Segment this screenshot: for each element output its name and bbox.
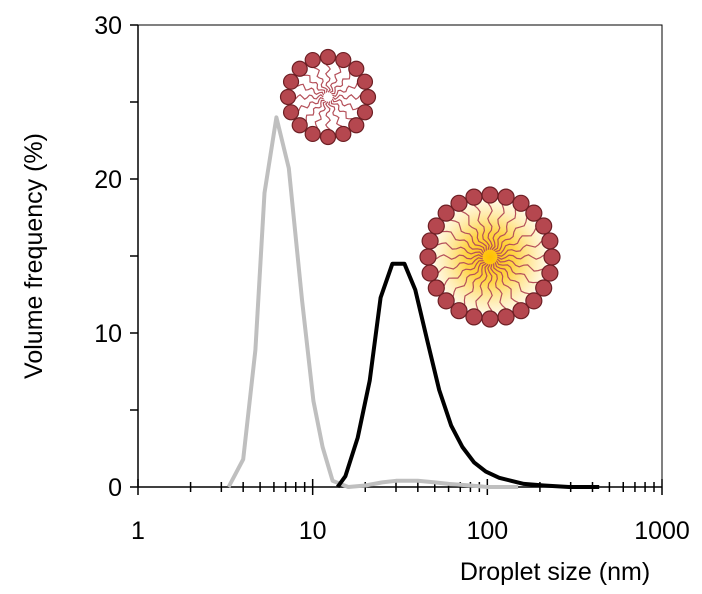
micelle-illustrations [279, 48, 561, 328]
surfactant-head [421, 232, 439, 250]
surfactant-head [348, 117, 365, 134]
surfactant-tail [490, 264, 507, 310]
surfactant-tail [435, 254, 483, 260]
surfactant-tail [331, 72, 351, 95]
surfactant-tail [497, 240, 543, 257]
surfactant-tail [494, 262, 530, 295]
y-tick-label: 0 [108, 474, 122, 502]
surfactant-head [465, 308, 483, 326]
surfactant-head [535, 279, 553, 297]
surfactant-head [419, 248, 437, 266]
surfactant-head [450, 194, 468, 212]
surfactant-head [427, 217, 445, 235]
surfactant-tail [330, 100, 353, 120]
micelle-core [434, 201, 546, 313]
plot-frame [137, 24, 663, 488]
surfactant-head [359, 88, 377, 106]
surfactant-tail [298, 96, 324, 112]
x-tick-label: 1 [131, 517, 145, 545]
x-tick-label: 10 [299, 517, 327, 545]
surfactant-head [356, 73, 374, 90]
surfactant-tail [327, 101, 343, 127]
surfactant-tail [295, 94, 324, 100]
surfactant-tail [497, 254, 545, 260]
y-tick-label: 30 [94, 12, 122, 40]
surfactant-tail [493, 209, 517, 252]
surfactant-tail [496, 228, 537, 254]
surfactant-tail [437, 257, 483, 274]
surfactant-head [535, 217, 553, 235]
surfactant-tail [473, 204, 490, 250]
surfactant-tail [303, 74, 326, 94]
surfactant-head [319, 128, 337, 146]
surfactant-tail [487, 202, 493, 250]
surfactant-head [291, 60, 308, 77]
surfactant-head [304, 51, 321, 69]
y-tick-label: 10 [94, 320, 122, 348]
surfactant-head [421, 264, 439, 282]
surfactant-tail [463, 262, 487, 305]
surfactant-head [437, 204, 455, 222]
surfactant-head [282, 73, 300, 90]
surfactant-tail [325, 64, 331, 93]
surfactant-head [282, 104, 300, 121]
surfactant-tail [496, 258, 543, 272]
surfactant-tail [487, 264, 493, 312]
surfactant-tail [325, 101, 331, 130]
surfactant-head [450, 302, 468, 320]
surfactant-head [497, 308, 515, 326]
surfactant-head [335, 125, 352, 143]
surfactant-head [481, 310, 499, 328]
surfactant-head [304, 125, 321, 143]
surfactant-tail [452, 261, 485, 297]
surfactant-head [291, 117, 308, 134]
surfactant-tail [461, 210, 487, 251]
surfactant-head [497, 188, 515, 206]
x-tick-label: 1000 [634, 517, 690, 545]
surfactant-tail [329, 65, 342, 94]
surfactant-head [335, 51, 352, 69]
surfactant-tail [475, 263, 489, 310]
surfactant-tail [491, 204, 505, 251]
surfactant-tail [332, 82, 358, 98]
surfactant-tail [450, 219, 486, 252]
surfactant-tail [331, 98, 360, 111]
x-axis-title: Droplet size (nm) [460, 558, 650, 586]
surfactant-tail [493, 263, 519, 304]
surfactant-head [512, 302, 530, 320]
surfactant-tail [495, 260, 538, 284]
surfactant-tail [437, 242, 484, 256]
surfactant-head [525, 204, 543, 222]
surfactant-head [481, 186, 499, 204]
surfactant-head [525, 292, 543, 310]
surfactant-tail [305, 99, 325, 122]
surfactant-head [356, 104, 374, 121]
surfactant-head [541, 264, 559, 282]
surfactant-head [465, 188, 483, 206]
x-tick-label: 100 [466, 517, 508, 545]
data-line [335, 261, 600, 489]
surfactant-head [319, 48, 337, 66]
surfactant-tail [296, 83, 325, 96]
surfactant-tail [442, 230, 485, 254]
y-axis-title: Volume frequency (%) [20, 133, 48, 379]
surfactant-tail [495, 217, 528, 253]
surfactant-head [279, 88, 297, 106]
surfactant-head [437, 292, 455, 310]
surfactant-head [427, 279, 445, 297]
surfactant-tail [314, 100, 327, 129]
y-tick-label: 20 [94, 166, 122, 194]
surfactant-tail [313, 67, 329, 93]
surfactant-tail [332, 94, 361, 100]
surfactant-tail [443, 260, 484, 286]
surfactant-head [512, 194, 530, 212]
surfactant-head [543, 248, 561, 266]
surfactant-head [348, 60, 365, 77]
surfactant-head [541, 232, 559, 250]
